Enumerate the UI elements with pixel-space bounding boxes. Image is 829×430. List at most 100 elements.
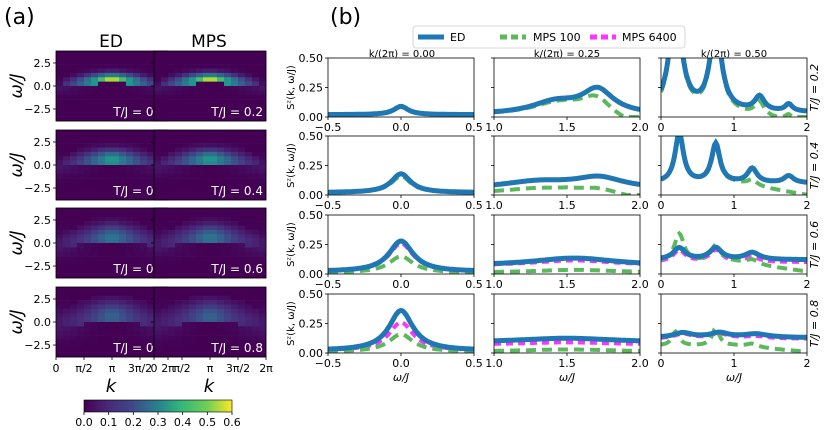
heatmap-cell bbox=[224, 352, 232, 358]
heatmap-cell bbox=[119, 94, 127, 100]
heatmap-cell bbox=[203, 68, 211, 74]
line-ylabel: Sᶻ(k, ω/J) bbox=[286, 65, 297, 110]
heatmap-cell bbox=[231, 68, 239, 74]
heatmap-cell bbox=[224, 291, 232, 297]
heatmap-cell bbox=[91, 243, 99, 248]
heatmap-cell bbox=[77, 51, 85, 56]
heatmap-cell bbox=[140, 212, 148, 218]
heatmap-cell bbox=[91, 287, 99, 292]
heatmap-cell bbox=[147, 221, 155, 226]
heatmap-cell bbox=[189, 308, 197, 314]
heatmap-cell bbox=[210, 339, 218, 345]
heatmap-cell bbox=[224, 51, 232, 56]
heatmap-cell bbox=[168, 134, 176, 140]
heatmap-cell bbox=[154, 51, 162, 56]
heatmap-cell bbox=[231, 160, 239, 166]
heatmap-cell bbox=[238, 165, 246, 170]
heatmap-cell bbox=[56, 94, 64, 100]
heatmap-cell bbox=[70, 147, 78, 153]
heatmap-cell bbox=[147, 225, 155, 231]
line-ytick-label: 0.25 bbox=[299, 160, 324, 173]
heatmap-cell bbox=[161, 247, 169, 253]
heatmap-cell bbox=[98, 256, 106, 261]
heatmap-cell bbox=[189, 264, 197, 270]
heatmap-cell bbox=[196, 186, 204, 192]
heatmap-cell bbox=[133, 339, 141, 345]
heatmap-cell bbox=[196, 221, 204, 226]
heatmap-cell bbox=[77, 134, 85, 140]
heatmap-cell bbox=[252, 116, 260, 122]
heatmap-cell bbox=[56, 182, 64, 188]
heatmap-cell bbox=[112, 143, 120, 148]
heatmap-cell bbox=[84, 182, 92, 188]
heatmap-cell bbox=[196, 300, 204, 305]
heatmap-cell bbox=[77, 99, 85, 104]
heatmap-cell bbox=[91, 191, 99, 196]
heatmap-cell bbox=[238, 68, 246, 74]
heatmap-cell bbox=[133, 273, 141, 279]
heatmap-cell bbox=[245, 273, 253, 279]
heatmap-cell bbox=[175, 291, 183, 297]
heatmap-cell bbox=[217, 247, 225, 253]
panel-label-b: (b) bbox=[330, 5, 361, 30]
heatmap-cell bbox=[217, 304, 225, 310]
heatmap-cell bbox=[77, 86, 85, 91]
heatmap-cell bbox=[147, 160, 155, 166]
heatmap-cell bbox=[70, 234, 78, 239]
heatmap-cell bbox=[203, 72, 211, 78]
heatmap-cell bbox=[119, 326, 127, 332]
heatmap-cell bbox=[119, 86, 127, 91]
line-xlabel: ω/J bbox=[726, 371, 742, 384]
heatmap-temperature-label: T/J = 0.6 bbox=[112, 262, 165, 276]
heatmap-ytick-label: −2.5 bbox=[24, 182, 51, 195]
heatmap-cell bbox=[91, 90, 99, 96]
heatmap-cell bbox=[98, 212, 106, 218]
heatmap-cell bbox=[133, 212, 141, 218]
heatmap-cell bbox=[217, 77, 225, 82]
heatmap-cell bbox=[161, 151, 169, 157]
heatmap-cell bbox=[112, 103, 120, 109]
heatmap-cell bbox=[203, 138, 211, 144]
heatmap-cell bbox=[203, 64, 211, 69]
heatmap-cell bbox=[182, 59, 190, 65]
heatmap-cell bbox=[147, 165, 155, 170]
heatmap-ytick-label: 0.0 bbox=[34, 316, 52, 329]
heatmap-cell bbox=[154, 169, 162, 175]
heatmap-cell bbox=[217, 173, 225, 179]
heatmap-cell bbox=[105, 264, 113, 270]
heatmap-cell bbox=[238, 191, 246, 196]
heatmap-cell bbox=[147, 59, 155, 65]
heatmap-cell bbox=[196, 225, 204, 231]
heatmap-cell bbox=[105, 55, 113, 61]
heatmap-cell bbox=[203, 238, 211, 244]
heatmap-cell bbox=[238, 326, 246, 332]
heatmap-cell bbox=[154, 191, 162, 196]
heatmap-cell bbox=[259, 326, 267, 332]
heatmap-cell bbox=[133, 195, 141, 201]
heatmap-cell bbox=[91, 151, 99, 157]
heatmap-ytick-label: −2.5 bbox=[24, 339, 51, 352]
heatmap-cell bbox=[56, 90, 64, 96]
heatmap-cell bbox=[224, 343, 232, 349]
heatmap-cell bbox=[259, 99, 267, 104]
heatmap-cell bbox=[98, 269, 106, 274]
heatmap-cell bbox=[182, 317, 190, 323]
heatmap-cell bbox=[77, 260, 85, 266]
heatmap-cell bbox=[91, 55, 99, 61]
heatmap-cell bbox=[119, 308, 127, 314]
heatmap-cell bbox=[112, 243, 120, 248]
heatmap-cell bbox=[168, 107, 176, 113]
heatmap-cell bbox=[161, 90, 169, 96]
line-xtick-label: 0.5 bbox=[465, 199, 483, 212]
heatmap-cell bbox=[56, 291, 64, 297]
heatmap-cell bbox=[133, 308, 141, 314]
heatmap-cell bbox=[182, 335, 190, 340]
heatmap-cell bbox=[70, 304, 78, 310]
heatmap-cell bbox=[203, 191, 211, 196]
heatmap-cell bbox=[252, 143, 260, 148]
heatmap-cell bbox=[168, 225, 176, 231]
heatmap-cell bbox=[91, 352, 99, 358]
heatmap-cell bbox=[231, 308, 239, 314]
heatmap-cell bbox=[203, 273, 211, 279]
heatmap-cell bbox=[182, 238, 190, 244]
